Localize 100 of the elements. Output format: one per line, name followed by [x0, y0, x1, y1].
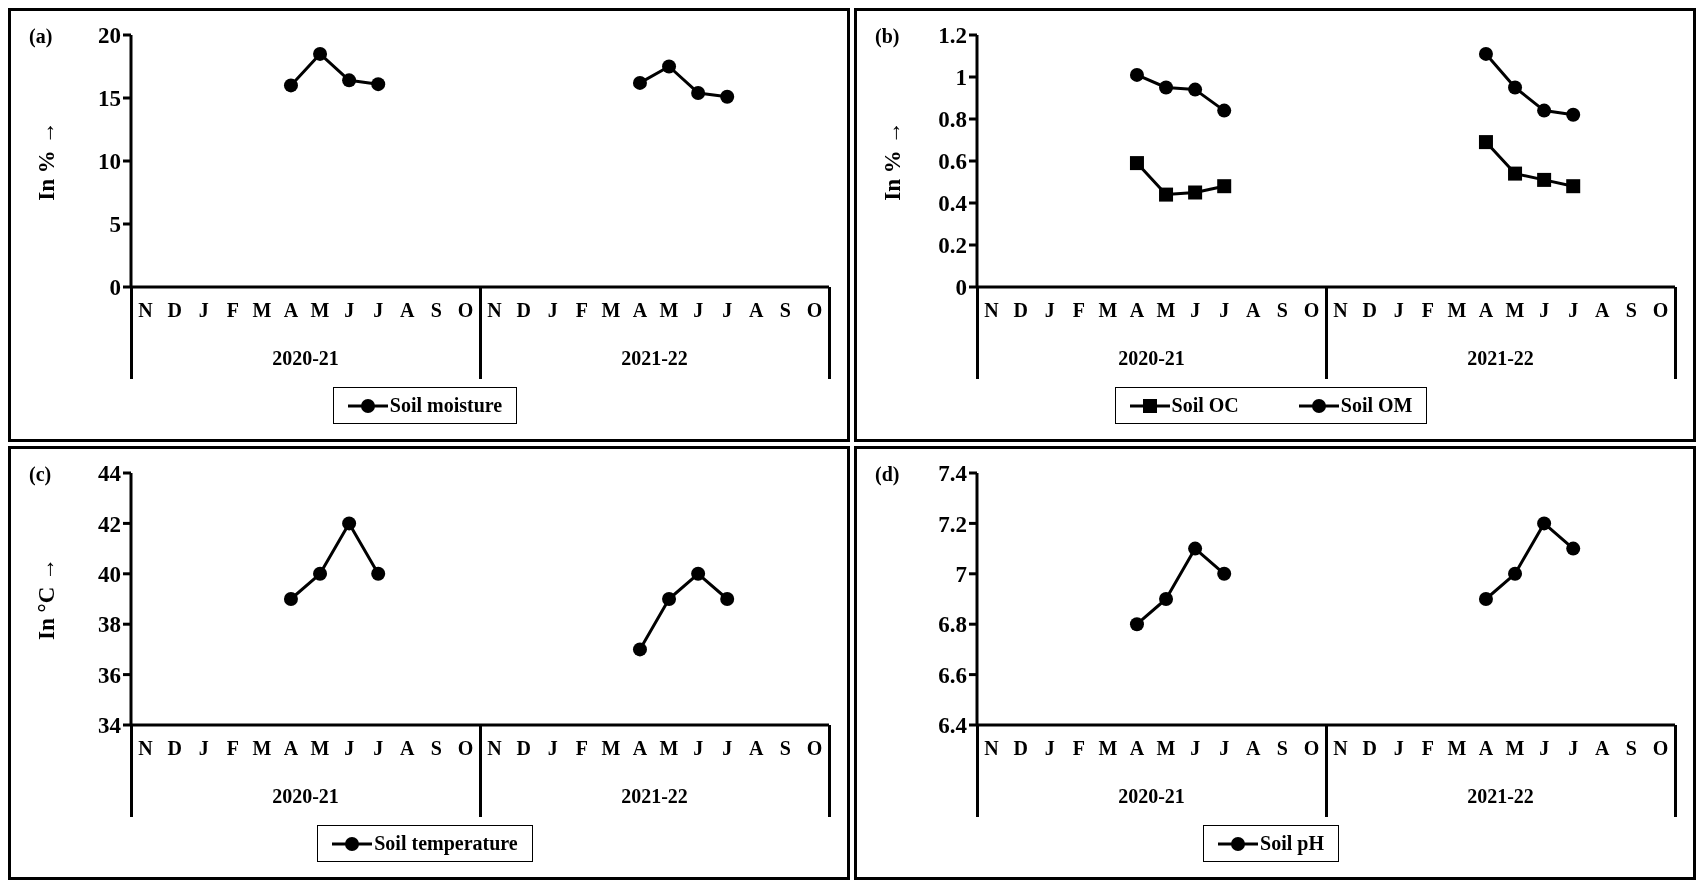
y-tick-label: 7.2 [938, 511, 967, 537]
y-tick-label: 0.2 [938, 233, 967, 259]
point [1478, 135, 1493, 150]
y-tick-label: 7.4 [938, 461, 968, 487]
x-tick-label: A [1478, 299, 1494, 322]
x-tick-label: S [430, 737, 442, 760]
x-tick-label: F [226, 299, 239, 322]
x-tick-label: N [1333, 737, 1349, 760]
y-tick-label: 6.6 [938, 662, 967, 688]
legend-label: Soil moisture [389, 394, 503, 417]
x-tick-label: A [1129, 299, 1145, 322]
point [1508, 80, 1523, 95]
x-tick-label: M [1505, 737, 1525, 760]
x-tick-label: M [1098, 737, 1118, 760]
text: (c) [29, 463, 52, 486]
point [691, 566, 706, 581]
x-tick-label: F [226, 737, 239, 760]
x-tick-label: J [1219, 737, 1230, 760]
x-tick-label: A [283, 299, 299, 322]
point [1508, 166, 1523, 181]
point [371, 566, 386, 581]
point [1537, 103, 1552, 118]
y-tick-label: 15 [98, 86, 121, 112]
x-tick-label: A [1595, 737, 1611, 760]
x-tick-label: S [779, 299, 791, 322]
x-tick-label: J [722, 737, 733, 760]
y-tick-label: 42 [98, 511, 121, 537]
x-tick-label: N [487, 299, 503, 322]
point [283, 592, 298, 606]
point [1159, 592, 1174, 606]
point [342, 516, 357, 531]
y-tick-label: 44 [98, 461, 122, 487]
x-tick-label: A [400, 299, 416, 322]
x-tick-label: J [693, 737, 704, 760]
x-tick-label: A [1129, 737, 1145, 760]
x-tick-label: D [1362, 737, 1377, 760]
text: 2021-22 [1466, 785, 1535, 808]
x-tick-label: S [1625, 737, 1637, 760]
x-tick-label: A [1478, 737, 1494, 760]
x-tick-label: J [722, 299, 733, 322]
point [1478, 46, 1493, 61]
y-axis-title: In °C → [34, 557, 60, 641]
x-tick-label: J [1539, 737, 1550, 760]
x-tick-label: M [252, 737, 272, 760]
x-tick-label: S [1625, 299, 1637, 322]
x-tick-label: A [283, 737, 299, 760]
y-tick-label: 34 [98, 713, 122, 739]
x-tick-label: S [1276, 737, 1288, 760]
point [283, 78, 298, 93]
x-tick-label: M [1156, 737, 1176, 760]
x-tick-label: J [1044, 299, 1055, 322]
point [1159, 80, 1174, 95]
x-tick-label: F [1072, 299, 1085, 322]
x-tick-label: S [430, 299, 442, 322]
point [313, 566, 328, 581]
x-tick-label: M [659, 299, 679, 322]
x-tick-label: A [1595, 299, 1611, 322]
point [371, 77, 386, 92]
point [1159, 187, 1174, 202]
x-tick-label: J [547, 299, 558, 322]
x-tick-label: N [138, 299, 154, 322]
x-tick-label: F [1421, 737, 1434, 760]
y-tick-label: 38 [98, 612, 121, 638]
x-tick-label: O [1652, 299, 1669, 322]
x-tick-label: F [575, 737, 588, 760]
x-tick-label: J [198, 737, 209, 760]
point [1217, 566, 1232, 581]
x-tick-label: M [1098, 299, 1118, 322]
y-tick-label: 20 [98, 23, 121, 49]
text: 2020-21 [271, 347, 340, 370]
x-tick-label: J [1219, 299, 1230, 322]
x-tick-label: A [632, 737, 648, 760]
text: (d) [875, 463, 900, 486]
point [1188, 541, 1203, 556]
text: 2021-22 [620, 347, 689, 370]
x-tick-label: J [1190, 737, 1201, 760]
point [1129, 67, 1144, 82]
point [632, 75, 647, 90]
point [1129, 617, 1144, 632]
x-tick-label: F [1072, 737, 1085, 760]
text: 2020-21 [1117, 347, 1186, 370]
point [662, 59, 677, 74]
x-tick-label: J [547, 737, 558, 760]
x-tick-label: J [1568, 737, 1579, 760]
legend-label: Soil OM [1340, 394, 1413, 417]
x-tick-label: J [1568, 299, 1579, 322]
x-tick-label: J [1044, 737, 1055, 760]
x-tick-label: D [516, 299, 531, 322]
y-tick-label: 5 [109, 212, 121, 238]
y-tick-label: 1.2 [938, 23, 967, 49]
x-tick-label: S [779, 737, 791, 760]
point [1566, 107, 1581, 122]
x-tick-label: M [310, 737, 330, 760]
point [1537, 172, 1552, 187]
text: 2020-21 [271, 785, 340, 808]
x-tick-label: M [1505, 299, 1525, 322]
point [1508, 566, 1523, 581]
x-tick-label: N [984, 737, 1000, 760]
y-tick-label: 36 [98, 662, 121, 688]
x-tick-label: A [1246, 737, 1262, 760]
